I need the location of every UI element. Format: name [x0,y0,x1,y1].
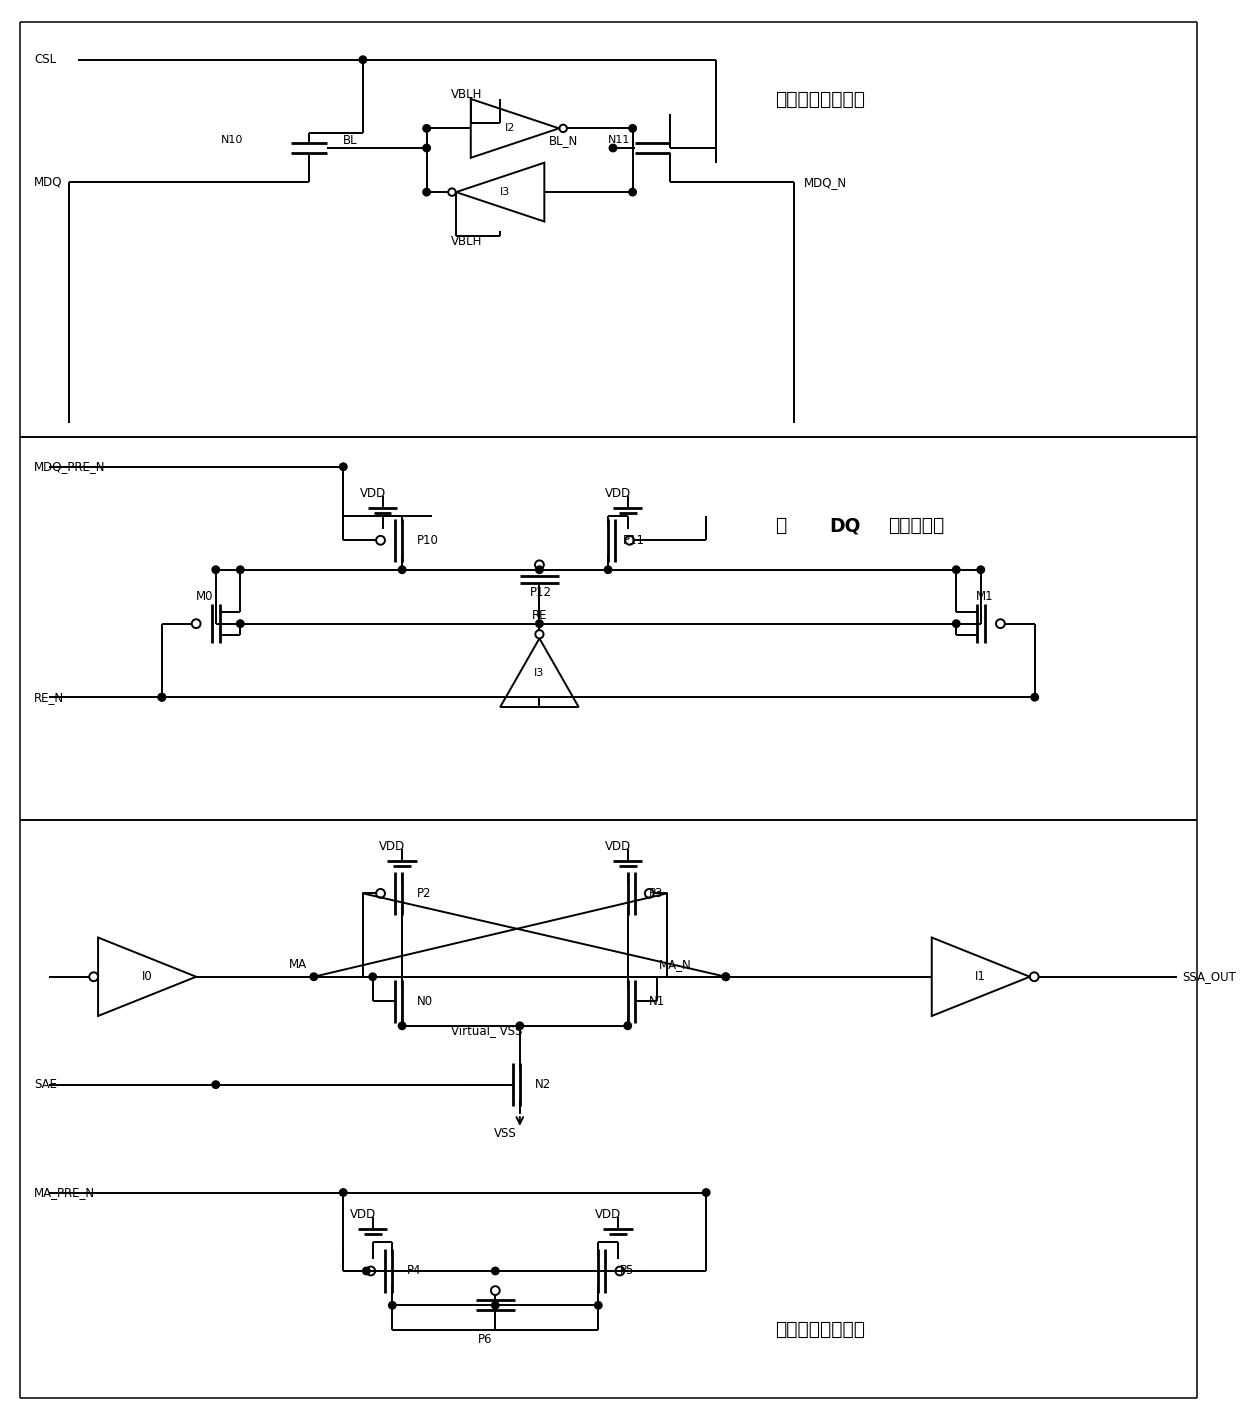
Circle shape [491,1267,498,1275]
Text: VDD: VDD [595,1207,621,1220]
Text: N1: N1 [650,995,666,1007]
Circle shape [629,188,636,196]
Text: BL: BL [343,133,358,146]
Circle shape [212,1081,219,1088]
Text: 第二级灵敏放大器: 第二级灵敏放大器 [775,1321,864,1339]
Text: P5: P5 [620,1264,634,1278]
Circle shape [398,565,405,574]
Text: BL_N: BL_N [549,133,579,146]
Circle shape [702,1189,709,1196]
Text: P3: P3 [650,887,663,900]
Circle shape [977,565,985,574]
Circle shape [722,973,729,981]
Text: N11: N11 [608,135,630,145]
Text: Virtual_ VSS: Virtual_ VSS [451,1024,522,1037]
Text: I3: I3 [500,187,510,197]
Text: MA_PRE_N: MA_PRE_N [35,1186,95,1199]
Text: CSL: CSL [35,54,57,67]
Circle shape [159,693,166,701]
Text: P10: P10 [417,534,439,547]
Text: VDD: VDD [605,486,631,500]
Circle shape [159,693,166,701]
Circle shape [388,1302,396,1309]
Text: VDD: VDD [379,840,405,853]
Text: P4: P4 [407,1264,422,1278]
Text: 主: 主 [775,516,786,536]
Circle shape [362,1267,370,1275]
Text: MDQ_N: MDQ_N [805,176,847,188]
Text: N2: N2 [534,1078,551,1091]
Text: SSA_OUT: SSA_OUT [1182,971,1236,983]
Text: P12: P12 [529,585,552,599]
Text: MDQ: MDQ [35,176,63,188]
Text: VSS: VSS [494,1127,517,1141]
Text: MDQ_PRE_N: MDQ_PRE_N [35,461,105,473]
Text: VDD: VDD [350,1207,376,1220]
Circle shape [212,565,219,574]
Text: I2: I2 [505,123,515,133]
Circle shape [340,463,347,470]
Circle shape [360,57,367,64]
Circle shape [398,1022,405,1030]
Circle shape [629,125,636,132]
Text: RE_N: RE_N [35,690,64,704]
Text: 读控制电路: 读控制电路 [888,516,944,536]
Text: I0: I0 [141,971,153,983]
Text: P11: P11 [622,534,645,547]
Text: M0: M0 [196,589,213,602]
Text: N10: N10 [221,135,243,145]
Text: VBLH: VBLH [451,235,482,248]
Circle shape [952,619,960,628]
Circle shape [594,1302,601,1309]
Text: SAE: SAE [35,1078,57,1091]
Text: I1: I1 [976,971,986,983]
Circle shape [237,565,244,574]
Text: DQ: DQ [828,516,861,536]
Circle shape [722,973,729,981]
Circle shape [423,125,430,132]
Circle shape [310,973,317,981]
Circle shape [536,619,543,628]
Circle shape [952,565,960,574]
Circle shape [516,1022,523,1030]
Circle shape [340,1189,347,1196]
Text: MA: MA [289,958,308,972]
Circle shape [423,145,430,152]
Circle shape [423,188,430,196]
Text: P6: P6 [479,1333,492,1346]
Text: VDD: VDD [605,840,631,853]
Text: N0: N0 [417,995,433,1007]
Circle shape [237,619,244,628]
Circle shape [609,145,616,152]
Circle shape [536,565,543,574]
Text: RE: RE [532,609,547,622]
Text: MA_N: MA_N [658,958,692,972]
Circle shape [624,1022,631,1030]
Circle shape [604,565,611,574]
Text: 第一级灵敏放大器: 第一级灵敏放大器 [775,89,864,109]
Text: M1: M1 [976,589,993,602]
Text: VDD: VDD [360,486,386,500]
Text: P2: P2 [417,887,432,900]
Circle shape [491,1302,498,1309]
Circle shape [1030,693,1038,701]
Text: I3: I3 [534,667,544,677]
Circle shape [370,973,377,981]
Text: VBLH: VBLH [451,88,482,101]
